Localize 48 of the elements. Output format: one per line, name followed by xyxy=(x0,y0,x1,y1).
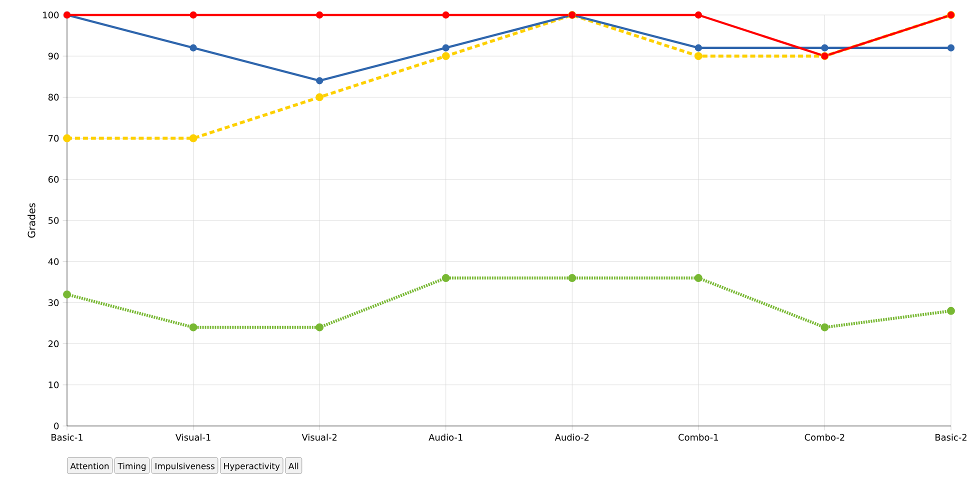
point xyxy=(189,134,198,142)
y-tick-label: 0 xyxy=(54,422,59,430)
x-tick-label: Audio-2 xyxy=(554,434,589,441)
x-tick-label: Basic-2 xyxy=(936,434,966,441)
text: Timing xyxy=(118,462,146,471)
x-tick-label: Combo-2 xyxy=(804,434,844,441)
point xyxy=(316,323,324,332)
x-tick-label: Audio-1 xyxy=(428,434,462,441)
point xyxy=(316,93,324,102)
x-tick-label: Basic-1 xyxy=(52,434,83,441)
point xyxy=(568,274,576,282)
point xyxy=(820,323,829,332)
y-axis-title: Grades xyxy=(28,203,36,238)
point xyxy=(442,274,450,282)
point xyxy=(947,44,955,52)
y-tick-label: 80 xyxy=(48,94,59,101)
y-tick-label: 70 xyxy=(48,134,59,142)
x-tick-label: Combo-1 xyxy=(678,434,718,441)
point xyxy=(694,44,702,52)
point xyxy=(694,274,702,282)
y-tick-label: 10 xyxy=(48,381,59,388)
point xyxy=(694,11,702,19)
point xyxy=(947,306,955,315)
point xyxy=(694,52,702,60)
text: Impulsiveness xyxy=(156,462,215,471)
text: Hyperactivity xyxy=(224,462,280,471)
point xyxy=(316,77,324,84)
point xyxy=(821,44,828,52)
point xyxy=(442,52,450,60)
y-tick-label: 30 xyxy=(48,299,59,306)
y-tick-label: 20 xyxy=(48,340,59,348)
point xyxy=(189,323,198,332)
y-tick-label: 60 xyxy=(48,176,59,183)
x-tick-label: Visual-2 xyxy=(302,434,337,441)
point xyxy=(63,290,71,298)
y-tick-label: 90 xyxy=(48,52,59,60)
text: All xyxy=(288,462,298,470)
point xyxy=(190,11,197,19)
point xyxy=(190,44,197,52)
point xyxy=(442,44,450,52)
point xyxy=(442,11,450,19)
x-tick-label: Visual-1 xyxy=(176,434,210,441)
y-tick-label: 100 xyxy=(43,12,59,18)
point xyxy=(316,11,324,19)
point xyxy=(63,134,71,142)
text: Attention xyxy=(70,462,109,470)
y-tick-label: 50 xyxy=(48,217,59,224)
y-tick-label: 40 xyxy=(48,258,59,265)
